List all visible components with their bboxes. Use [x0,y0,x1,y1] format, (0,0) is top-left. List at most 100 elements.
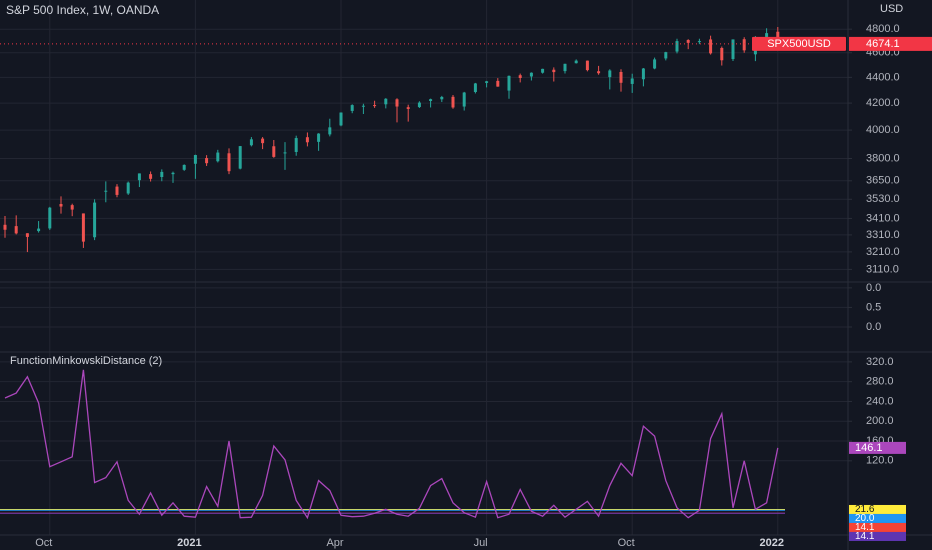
candle-body [473,83,477,93]
candle-body [440,96,444,100]
candle-body [81,213,85,242]
y-tick-label: 4800.0 [866,23,900,35]
candle-body [339,112,343,126]
level-value-box [849,522,906,532]
y-tick-label: 3110.0 [866,263,899,275]
level-value-box [849,531,906,541]
candle-body [350,105,354,111]
candle-body [149,174,153,179]
candle-body [731,39,735,60]
candle-body [653,59,657,69]
y-tick-label: 4400.0 [866,71,900,83]
symbol-label-box [752,36,846,51]
candle-body [529,72,533,77]
chart-title: S&P 500 Index, 1W, OANDA [6,3,159,17]
level-value-label: 14.1 [855,522,875,533]
candle-body [630,78,634,84]
candle-body [563,63,567,72]
candle-body [294,138,298,152]
candle-body [25,233,29,237]
indicator-line [4,369,779,520]
candle-body [608,70,612,78]
candle-body [429,99,433,101]
candle-body [507,75,511,91]
candle-body [14,226,18,234]
y-tick-label: 0.5 [866,301,881,313]
candle-body [249,139,253,146]
candle-body [585,60,589,71]
candle-body [417,102,421,108]
last-value-label: 146.1 [855,442,883,454]
y-tick-label: 0.0 [866,282,881,294]
candle-body [261,138,265,144]
candle-body [115,186,119,195]
y-tick-label: 4200.0 [866,97,900,109]
y-tick-label: 3800.0 [866,152,900,164]
last-price-box [849,36,932,51]
last-price-label: 4674.1 [866,38,900,50]
candle-body [675,41,679,52]
x-tick-label: 2022 [760,537,784,549]
candle-body [328,127,332,135]
candle-body [518,75,522,78]
y-tick-label: 280.0 [866,376,894,388]
y-tick-label: 0.0 [866,321,881,333]
y-tick-label: 3410.0 [866,212,900,224]
candle-body [765,33,769,37]
level-value-box [849,504,906,514]
candle-body [216,152,220,162]
candle-body [160,171,164,178]
last-value-box [849,441,906,454]
grid [0,0,848,535]
candle-body [137,173,141,181]
candle-body [70,205,74,210]
candle-body [720,47,724,61]
candle-body [664,52,668,59]
candle-body [317,133,321,142]
level-value-label: 14.1 [855,531,875,542]
candle-body [283,152,287,154]
y-tick-label: 320.0 [866,356,894,368]
candle-body [193,155,197,164]
candle-body [238,146,242,169]
candle-body [462,92,466,107]
plot [0,27,848,520]
y-tick-label: 200.0 [866,415,894,427]
candle-body [59,204,63,207]
y-tick-label: 3650.0 [866,175,900,187]
candle-body [485,81,489,83]
candle-body [227,153,231,172]
symbol-label: SPX500USD [767,38,831,50]
candle-body [541,68,545,73]
candle-body [171,172,175,175]
candle-body [697,41,701,43]
candle-body [384,98,388,105]
currency-label[interactable]: USD [880,3,903,15]
y-tick-label: 120.0 [866,455,894,467]
level-value-box [849,513,906,523]
indicator-title: FunctionMinkowskiDistance (2) [10,355,162,367]
candle-body [37,228,41,232]
candle-body [574,60,578,64]
level-value-label: 21.6 [855,504,875,515]
y-tick-label: 3210.0 [866,246,900,258]
candle-body [126,182,130,194]
candle-body [496,80,500,87]
candle-body [305,137,309,143]
candle-body [597,71,601,74]
candle-body [686,40,690,43]
candle-body [619,71,623,83]
x-tick-label: Oct [618,537,635,549]
candle-body [104,190,108,192]
candle-body [93,202,97,238]
axis: 3110.0 3210.0 3310.0 3410.0 3530.0 3650.0 3800… [35,23,932,549]
x-tick-label: 2021 [177,537,201,549]
candle-body [182,164,186,170]
candle-body [272,146,276,157]
y-tick-label: 240.0 [866,395,894,407]
candle-body [742,39,746,51]
candle-body [406,107,410,109]
candle-body [552,69,556,73]
